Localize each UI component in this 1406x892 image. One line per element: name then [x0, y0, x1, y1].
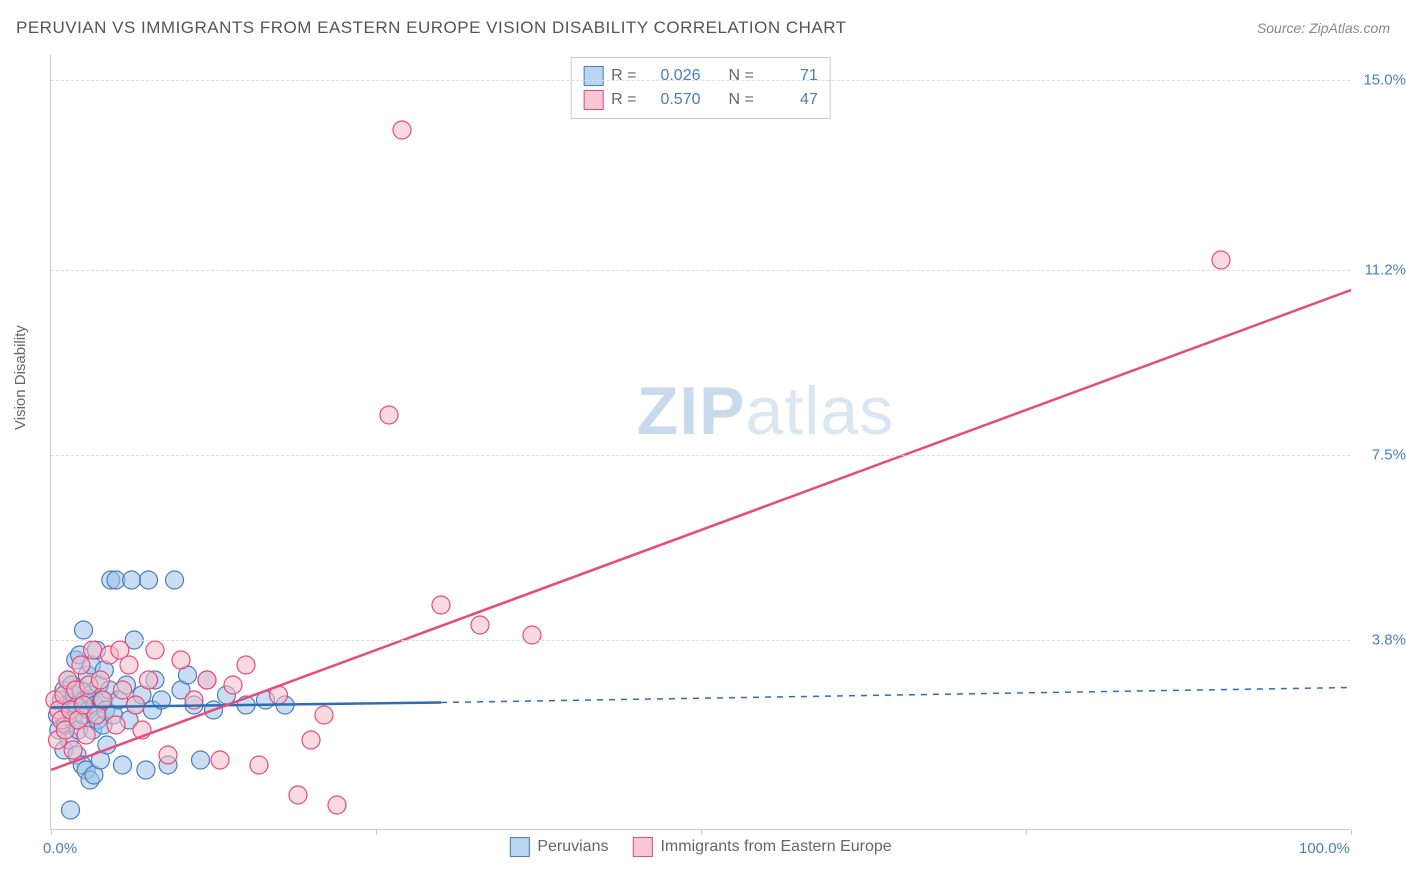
data-point-eastern_europe	[471, 616, 489, 634]
y-axis-label: Vision Disability	[12, 325, 29, 430]
x-tick	[376, 829, 377, 835]
data-point-eastern_europe	[172, 651, 190, 669]
x-tick-label: 100.0%	[1299, 840, 1350, 857]
data-point-eastern_europe	[72, 656, 90, 674]
trend-line-extrapolated-peruvians	[441, 688, 1351, 703]
data-point-eastern_europe	[328, 796, 346, 814]
data-point-eastern_europe	[127, 696, 145, 714]
data-point-peruvians	[75, 621, 93, 639]
n-value: 71	[762, 67, 818, 85]
n-value: 47	[762, 91, 818, 109]
y-tick-label: 3.8%	[1372, 632, 1406, 649]
data-point-eastern_europe	[393, 121, 411, 139]
chart-source: Source: ZipAtlas.com	[1257, 20, 1390, 36]
r-label: R =	[611, 67, 636, 85]
r-value: 0.570	[645, 91, 701, 109]
data-point-eastern_europe	[432, 596, 450, 614]
data-point-peruvians	[166, 571, 184, 589]
chart-canvas	[51, 55, 1350, 829]
data-point-eastern_europe	[198, 671, 216, 689]
swatch-peruvians	[583, 66, 603, 86]
data-point-eastern_europe	[224, 676, 242, 694]
trend-line-eastern_europe	[51, 290, 1351, 770]
data-point-eastern_europe	[159, 746, 177, 764]
swatch-peruvians	[509, 837, 529, 857]
data-point-eastern_europe	[1212, 251, 1230, 269]
x-tick	[1026, 829, 1027, 835]
x-tick-label: 0.0%	[43, 840, 77, 857]
swatch-eastern-europe	[632, 837, 652, 857]
chart-title: PERUVIAN VS IMMIGRANTS FROM EASTERN EURO…	[16, 18, 847, 38]
data-point-eastern_europe	[84, 641, 102, 659]
series-legend: Peruvians Immigrants from Eastern Europe	[509, 837, 891, 857]
gridline	[51, 640, 1350, 641]
gridline	[51, 270, 1350, 271]
data-point-peruvians	[62, 801, 80, 819]
gridline	[51, 455, 1350, 456]
data-point-eastern_europe	[523, 626, 541, 644]
data-point-peruvians	[123, 571, 141, 589]
x-tick	[51, 829, 52, 835]
data-point-eastern_europe	[77, 726, 95, 744]
x-tick	[1351, 829, 1352, 835]
data-point-eastern_europe	[237, 656, 255, 674]
x-tick	[701, 829, 702, 835]
correlation-legend: R = 0.026 N = 71 R = 0.570 N = 47	[570, 57, 831, 119]
data-point-eastern_europe	[114, 681, 132, 699]
swatch-eastern-europe	[583, 90, 603, 110]
data-point-peruvians	[140, 571, 158, 589]
gridline	[51, 80, 1350, 81]
legend-item-peruvians: Peruvians	[509, 837, 608, 857]
n-label: N =	[729, 91, 754, 109]
y-tick-label: 7.5%	[1372, 447, 1406, 464]
data-point-eastern_europe	[120, 656, 138, 674]
legend-label: Peruvians	[537, 838, 608, 856]
data-point-eastern_europe	[140, 671, 158, 689]
legend-label: Immigrants from Eastern Europe	[660, 838, 891, 856]
n-label: N =	[729, 67, 754, 85]
r-value: 0.026	[645, 67, 701, 85]
legend-row-peruvians: R = 0.026 N = 71	[583, 64, 818, 88]
data-point-peruvians	[114, 756, 132, 774]
data-point-eastern_europe	[380, 406, 398, 424]
data-point-eastern_europe	[211, 751, 229, 769]
data-point-eastern_europe	[146, 641, 164, 659]
y-tick-label: 15.0%	[1363, 72, 1406, 89]
legend-row-eastern-europe: R = 0.570 N = 47	[583, 88, 818, 112]
data-point-eastern_europe	[107, 716, 125, 734]
chart-header: PERUVIAN VS IMMIGRANTS FROM EASTERN EURO…	[16, 18, 1390, 38]
data-point-eastern_europe	[315, 706, 333, 724]
legend-item-eastern-europe: Immigrants from Eastern Europe	[632, 837, 891, 857]
y-tick-label: 11.2%	[1365, 262, 1406, 279]
data-point-eastern_europe	[302, 731, 320, 749]
data-point-peruvians	[192, 751, 210, 769]
r-label: R =	[611, 91, 636, 109]
data-point-eastern_europe	[64, 741, 82, 759]
plot-area: ZIPatlas R = 0.026 N = 71 R = 0.570 N = …	[50, 55, 1350, 830]
data-point-peruvians	[137, 761, 155, 779]
data-point-eastern_europe	[91, 671, 109, 689]
data-point-eastern_europe	[289, 786, 307, 804]
data-point-eastern_europe	[250, 756, 268, 774]
